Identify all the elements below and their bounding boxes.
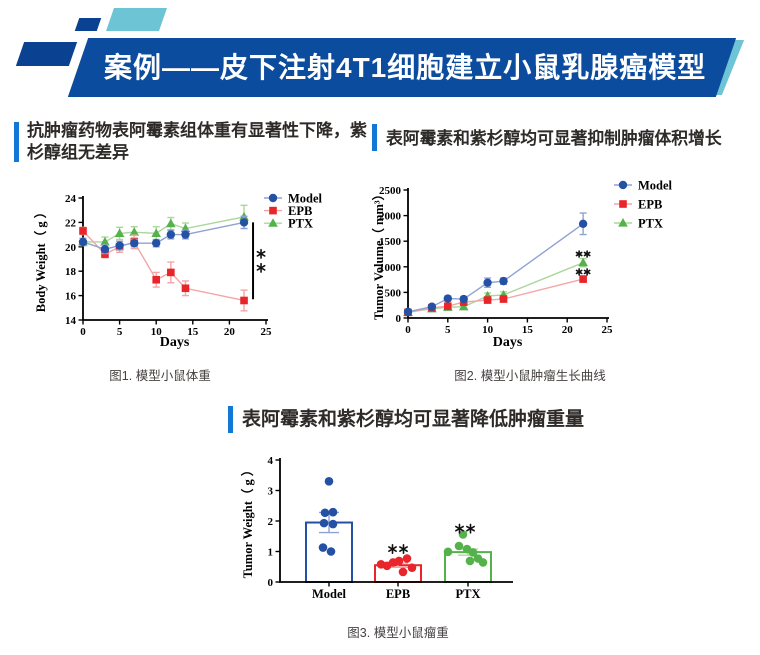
svg-text:Tumor Volume（ mm³）: Tumor Volume（ mm³） [371,188,386,320]
svg-text:0: 0 [80,326,86,338]
svg-text:EPB: EPB [638,198,662,212]
figure3-caption: 图3. 模型小鼠瘤重 [347,626,449,640]
svg-text:EPB: EPB [288,204,312,218]
svg-text:0: 0 [405,324,411,336]
svg-text:1: 1 [268,547,274,559]
svg-text:Days: Days [160,335,190,350]
svg-text:1000: 1000 [379,262,402,274]
section-title-tumor-volume: 表阿霉素和紫杉醇均可显著抑制肿瘤体积增长 [386,129,722,148]
svg-text:25: 25 [602,324,614,336]
figure2-caption: 图2. 模型小鼠肿瘤生长曲线 [454,369,606,383]
deco-parallelogram-teal [106,8,167,31]
svg-text:Model: Model [638,179,673,193]
svg-text:20: 20 [224,326,236,338]
left-title-accent-bar [14,122,19,162]
section-title-body-weight: 抗肿瘤药物表阿霉素组体重有显著性下降，紫杉醇组无差异 [27,121,367,162]
svg-text:0: 0 [396,313,402,325]
svg-text:4: 4 [268,455,274,467]
svg-text:10: 10 [482,324,494,336]
svg-text:Model: Model [288,192,323,206]
svg-text:2500: 2500 [379,185,402,197]
svg-text:24: 24 [65,193,77,205]
chart-body-weight: 0 5 10 15 20 25 14 16 18 20 22 24 Days Body Weight（ g… [33,192,323,351]
page-title: 案例——皮下注射4T1细胞建立小鼠乳腺癌模型 [104,52,707,83]
svg-text:PTX: PTX [638,217,663,231]
svg-text:500: 500 [385,287,402,299]
svg-text:3: 3 [268,486,274,498]
right-title-accent-bar [372,124,377,151]
svg-text:25: 25 [261,326,273,338]
svg-text:PTX: PTX [456,587,481,601]
svg-text:0: 0 [268,577,274,589]
svg-text:18: 18 [65,266,77,278]
deco-parallelogram-navy-left [15,42,78,66]
bottom-title-accent-bar [228,406,233,433]
svg-text:22: 22 [65,217,77,229]
svg-text:Days: Days [493,335,523,350]
svg-text:Model: Model [312,587,347,601]
svg-text:20: 20 [65,242,77,254]
svg-text:15: 15 [522,324,534,336]
svg-text:PTX: PTX [288,217,313,231]
svg-text:5: 5 [117,326,123,338]
svg-text:2000: 2000 [379,211,402,223]
svg-text:10: 10 [151,326,163,338]
svg-text:1500: 1500 [379,236,402,248]
section-title-tumor-weight: 表阿霉素和紫杉醇均可显著降低肿瘤重量 [242,409,585,430]
svg-text:15: 15 [187,326,199,338]
svg-text:EPB: EPB [386,587,410,601]
svg-text:2: 2 [268,516,274,528]
header-banner: 案例——皮下注射4T1细胞建立小鼠乳腺癌模型 [78,38,726,97]
figure1-caption: 图1. 模型小鼠体重 [109,369,211,383]
svg-text:16: 16 [65,291,77,303]
svg-text:5: 5 [445,324,451,336]
chart-tumor-weight: 0 1 2 3 4 Model EPB PTX Tumor Weight（ g ） [240,455,513,601]
chart-tumor-volume: 0 5 10 15 20 25 0 500 1000 1500 2000 2500 Days Tumor … [371,179,673,351]
deco-parallelogram-navy-small [74,18,102,31]
svg-text:Body Weight（ g ）: Body Weight（ g ） [33,206,48,312]
svg-text:20: 20 [562,324,574,336]
svg-text:Tumor Weight（ g ）: Tumor Weight（ g ） [240,464,255,579]
svg-text:14: 14 [65,315,77,327]
